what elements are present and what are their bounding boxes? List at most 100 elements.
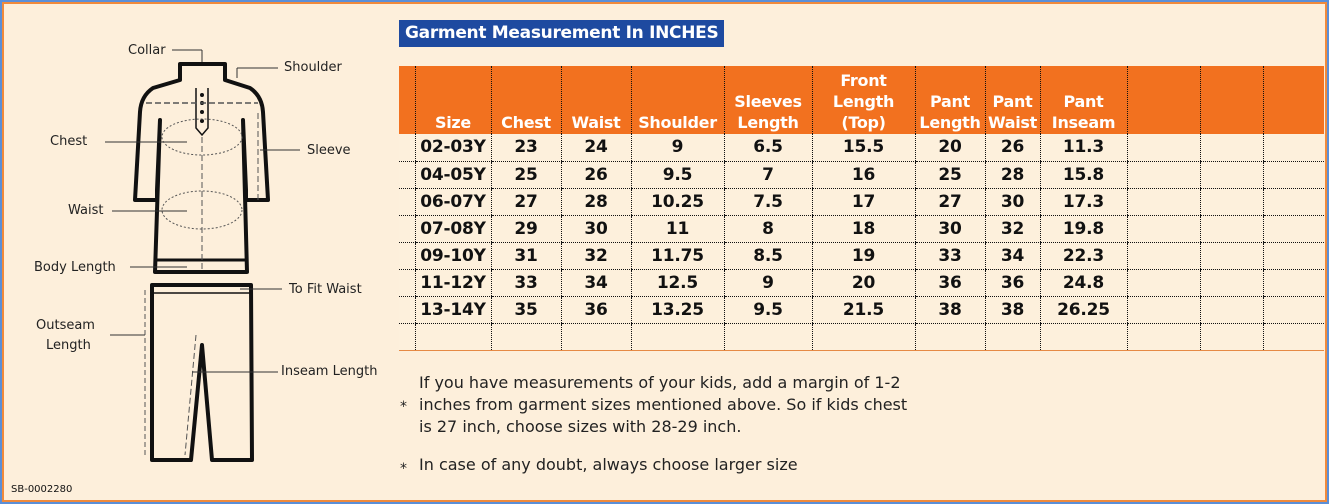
table-row: 06-07Y 27 28 10.25 7.5 17 27 30 17.3: [399, 188, 1324, 216]
table-cell: 25: [490, 161, 561, 189]
table-cell: 11.75: [630, 242, 724, 270]
table-row: 02-03Y 23 24 9 6.5 15.5 20 26 11.3: [399, 134, 1324, 162]
table-cell: [1126, 269, 1200, 297]
table-cell: 11-12Y: [414, 269, 491, 297]
table-cell: 33: [914, 242, 985, 270]
table-cell: [399, 323, 415, 350]
table-cell: 6.5: [723, 134, 812, 162]
table-cell: 9.5: [630, 161, 724, 189]
table-cell: 11.3: [1039, 134, 1127, 162]
table-cell: 07-08Y: [414, 215, 491, 243]
table-cell: 26.25: [1039, 296, 1127, 324]
table-cell: 04-05Y: [414, 161, 491, 189]
column-header: Shoulder: [630, 66, 724, 134]
note-item: * If you have measurements of your kids, …: [400, 372, 909, 438]
table-cell: 30: [914, 215, 985, 243]
table-row: 09-10Y 31 32 11.75 8.5 19 33 34 22.3: [399, 242, 1324, 270]
table-row: 13-14Y 35 36 13.25 9.5 21.5 38 38 26.25: [399, 296, 1324, 324]
table-cell: 23: [490, 134, 561, 162]
label-body-length: Body Length: [34, 260, 116, 275]
note-item: * In case of any doubt, always choose lar…: [400, 454, 909, 480]
table-cell: [1262, 296, 1324, 324]
column-header: [1126, 66, 1200, 134]
table-cell: [399, 296, 415, 324]
table-cell: 06-07Y: [414, 188, 491, 216]
table-cell: [399, 134, 415, 162]
table-cell: 36: [984, 269, 1040, 297]
table-cell: [490, 323, 561, 350]
table-cell: [1262, 134, 1324, 162]
table-cell: 11: [630, 215, 724, 243]
table-cell: [723, 323, 812, 350]
table-cell: [1262, 188, 1324, 216]
kurta-outline: [133, 62, 270, 274]
table-cell: 15.5: [811, 134, 915, 162]
bullet: *: [400, 461, 407, 477]
table-cell: 9: [723, 269, 812, 297]
table-cell: 27: [490, 188, 561, 216]
table-cell: 8: [723, 215, 812, 243]
table-cell: 15.8: [1039, 161, 1127, 189]
table-cell: 31: [490, 242, 561, 270]
label-outseam: Outseam: [36, 318, 95, 333]
note-text: If you have measurements of your kids, a…: [419, 373, 908, 436]
table-cell: [1262, 323, 1324, 350]
table-cell: [984, 323, 1040, 350]
column-header: Pant Length: [914, 66, 985, 134]
table-cell: 10.25: [630, 188, 724, 216]
table-cell: [630, 323, 724, 350]
table-cell: 7: [723, 161, 812, 189]
table-cell: [1126, 161, 1200, 189]
note-text: In case of any doubt, always choose larg…: [419, 455, 798, 474]
pants-outline: [150, 283, 254, 462]
table-cell: 26: [984, 134, 1040, 162]
table-cell: 21.5: [811, 296, 915, 324]
table-cell: [399, 269, 415, 297]
table-cell: [1262, 269, 1324, 297]
table-cell: [1126, 323, 1200, 350]
table-cell: 24: [560, 134, 631, 162]
table-cell: 8.5: [723, 242, 812, 270]
garment-diagram: [105, 49, 300, 462]
table-cell: [399, 188, 415, 216]
table-cell: 34: [560, 269, 631, 297]
table-cell: [399, 215, 415, 243]
table-cell: [399, 242, 415, 270]
table-cell: 38: [984, 296, 1040, 324]
table-cell: [1262, 242, 1324, 270]
table-cell: 36: [914, 269, 985, 297]
table-cell: 13-14Y: [414, 296, 491, 324]
column-header: [399, 66, 415, 134]
table-cell: [1126, 134, 1200, 162]
column-header: [1199, 66, 1263, 134]
table-cell: 29: [490, 215, 561, 243]
column-header: [1262, 66, 1324, 134]
column-header: Size: [414, 66, 491, 134]
label-waist: Waist: [68, 203, 104, 218]
table-cell: 30: [560, 215, 631, 243]
table-cell: [1126, 215, 1200, 243]
table-cell: 7.5: [723, 188, 812, 216]
table-cell: [1199, 188, 1263, 216]
column-header: Pant Inseam: [1039, 66, 1127, 134]
table-row: 04-05Y 25 26 9.5 7 16 25 28 15.8: [399, 161, 1324, 189]
table-cell: 19: [811, 242, 915, 270]
table-cell: 13.25: [630, 296, 724, 324]
label-inseam: Inseam Length: [281, 364, 378, 379]
table-cell: [1199, 161, 1263, 189]
table-cell: [1126, 296, 1200, 324]
table-cell: 22.3: [1039, 242, 1127, 270]
table-cell: [914, 323, 985, 350]
table-cell: [1039, 323, 1127, 350]
table-cell: [399, 161, 415, 189]
table-cell: [1199, 296, 1263, 324]
bullet: *: [400, 399, 407, 415]
label-shoulder: Shoulder: [284, 60, 342, 75]
notes: * If you have measurements of your kids, …: [400, 372, 909, 496]
table-cell: 30: [984, 188, 1040, 216]
table-cell: 32: [560, 242, 631, 270]
table-cell: 02-03Y: [414, 134, 491, 162]
column-header: Sleeves Length: [723, 66, 812, 134]
table-cell: 34: [984, 242, 1040, 270]
